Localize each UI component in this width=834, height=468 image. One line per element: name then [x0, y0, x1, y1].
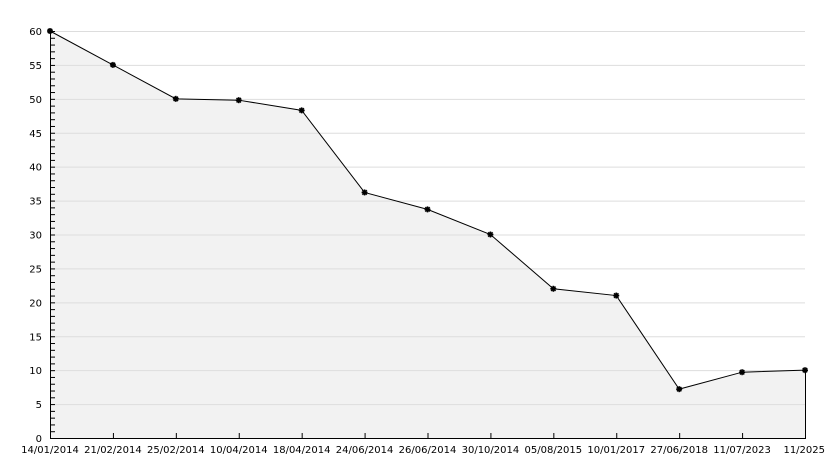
data-point — [676, 386, 683, 393]
y-tick-label: 30 — [29, 231, 42, 242]
data-point — [361, 189, 368, 196]
y-tick-label: 15 — [29, 332, 42, 343]
data-point — [739, 369, 746, 376]
y-tick-label: 50 — [29, 95, 42, 106]
x-tick-label: 18/04/2014 — [273, 445, 331, 456]
y-tick-label: 0 — [36, 434, 42, 445]
x-tick-label: 14/01/2014 — [21, 445, 79, 456]
x-tick-label: 10/01/2017 — [587, 445, 645, 456]
y-tick-label: 60 — [29, 27, 42, 38]
data-point — [550, 285, 557, 292]
x-tick-label: 05/08/2015 — [525, 445, 583, 456]
data-point — [172, 95, 179, 102]
y-tick-label: 45 — [29, 129, 42, 140]
x-tick-label: 26/06/2014 — [399, 445, 457, 456]
x-tick-label: 11/2025 — [783, 445, 825, 456]
data-point — [235, 97, 242, 104]
data-point — [613, 292, 620, 299]
y-tick-label: 35 — [29, 197, 42, 208]
x-tick-label: 30/10/2014 — [462, 445, 520, 456]
x-tick-label: 21/02/2014 — [84, 445, 142, 456]
y-tick-label: 5 — [36, 400, 42, 411]
y-tick-label: 25 — [29, 264, 42, 275]
data-point — [487, 231, 494, 238]
x-tick-label: 27/06/2018 — [650, 445, 708, 456]
y-tick-label: 20 — [29, 298, 42, 309]
y-tick-label: 10 — [29, 366, 42, 377]
data-point — [424, 206, 431, 213]
y-tick-label: 55 — [29, 61, 42, 72]
x-tick-label: 25/02/2014 — [147, 445, 205, 456]
y-tick-label: 40 — [29, 163, 42, 174]
data-point — [802, 367, 808, 374]
x-tick-label: 11/07/2023 — [713, 445, 771, 456]
x-tick-label: 10/04/2014 — [210, 445, 268, 456]
data-point — [47, 28, 53, 34]
data-point — [298, 107, 305, 114]
x-tick-label: 24/06/2014 — [336, 445, 394, 456]
data-point — [109, 61, 116, 68]
